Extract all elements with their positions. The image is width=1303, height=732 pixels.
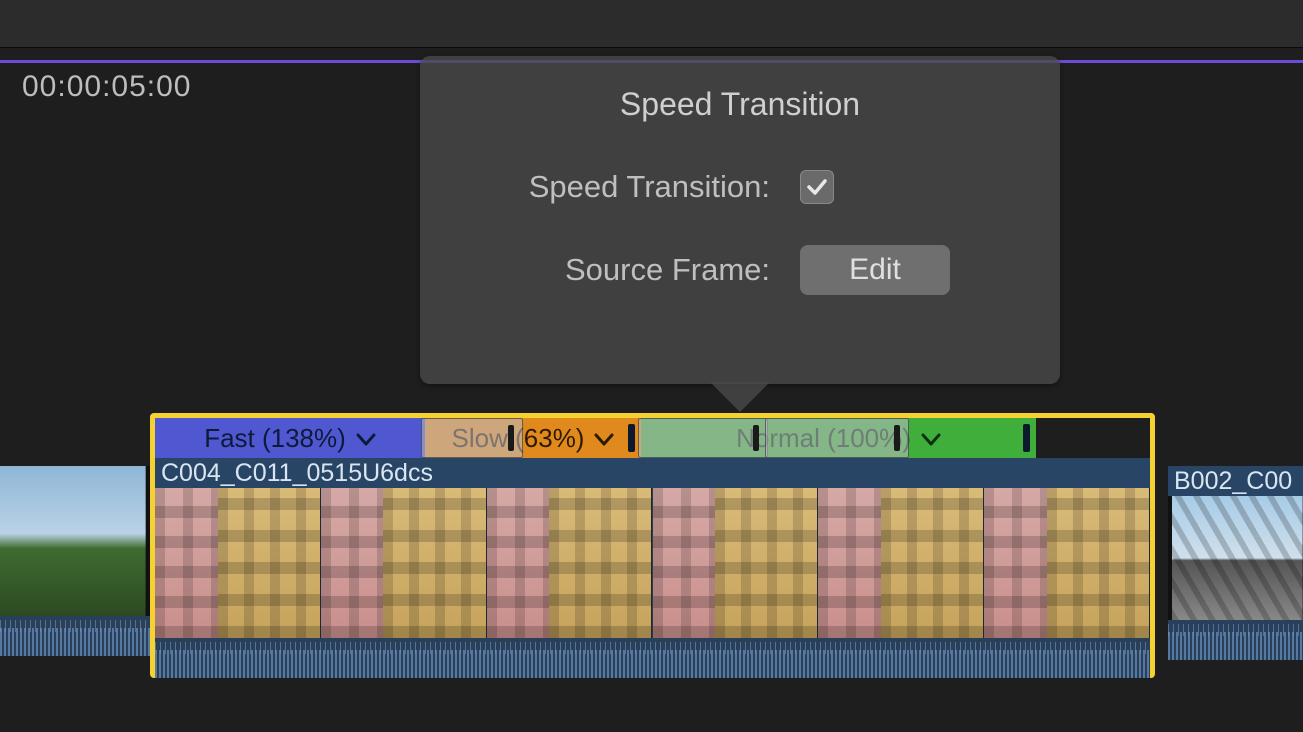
speed-transition-handle[interactable]	[421, 418, 523, 458]
thumbnail-frame	[984, 488, 1150, 638]
clip-name-bar: C004_C011_0515U6dcs	[155, 458, 1150, 488]
checkmark-icon	[805, 175, 829, 199]
app-toolbar	[0, 0, 1303, 48]
speed-transition-popover: Speed Transition Speed Transition: Sourc…	[420, 56, 1060, 384]
thumbnail-frame	[155, 488, 321, 638]
speed-segment-label: Fast (138%)	[204, 423, 346, 454]
clip-thumbnails	[0, 466, 150, 616]
source-frame-edit-button[interactable]: Edit	[800, 245, 950, 295]
clip-name-label: B002_C00	[1174, 467, 1292, 496]
thumbnail-frame	[487, 488, 653, 638]
retime-editor-bar[interactable]: Fast (138%)Slow (63%)Normal (100%)	[155, 418, 1150, 458]
transition-drag-handle[interactable]	[894, 425, 900, 451]
clip-thumbnails	[1168, 496, 1303, 620]
chevron-down-icon[interactable]	[356, 423, 376, 454]
speed-transition-checkbox[interactable]	[800, 170, 834, 204]
clip-audio-waveform	[155, 638, 1150, 678]
clip-left-neighbor[interactable]	[0, 466, 150, 666]
transition-drag-handle[interactable]	[753, 425, 759, 451]
speed-segment-handle[interactable]	[1023, 424, 1030, 452]
clip-selected[interactable]: Fast (138%)Slow (63%)Normal (100%) C004_…	[150, 413, 1155, 678]
transition-drag-handle[interactable]	[508, 425, 514, 451]
clip-audio-waveform	[1168, 620, 1303, 660]
source-frame-label: Source Frame:	[460, 252, 800, 288]
speed-segment[interactable]: Fast (138%)	[155, 418, 425, 458]
clip-thumbnails	[155, 488, 1150, 638]
clip-right-neighbor[interactable]: B002_C00	[1168, 466, 1303, 666]
speed-transition-handle[interactable]	[638, 418, 768, 458]
speed-transition-label: Speed Transition:	[460, 169, 800, 205]
thumbnail-frame	[818, 488, 984, 638]
ruler-timecode: 00:00:05:00	[22, 70, 191, 104]
speed-segment-handle[interactable]	[628, 424, 635, 452]
chevron-down-icon[interactable]	[594, 423, 614, 454]
clip-audio-waveform	[0, 616, 150, 656]
speed-transition-handle[interactable]	[765, 418, 909, 458]
thumbnail-frame	[653, 488, 819, 638]
clip-name-label: C004_C011_0515U6dcs	[161, 459, 433, 488]
timeline-track-area[interactable]: Fast (138%)Slow (63%)Normal (100%) C004_…	[0, 413, 1303, 681]
clip-name-bar: B002_C00	[1168, 466, 1303, 496]
thumbnail-frame	[321, 488, 487, 638]
popover-title: Speed Transition	[460, 86, 1020, 123]
chevron-down-icon[interactable]	[921, 423, 941, 454]
